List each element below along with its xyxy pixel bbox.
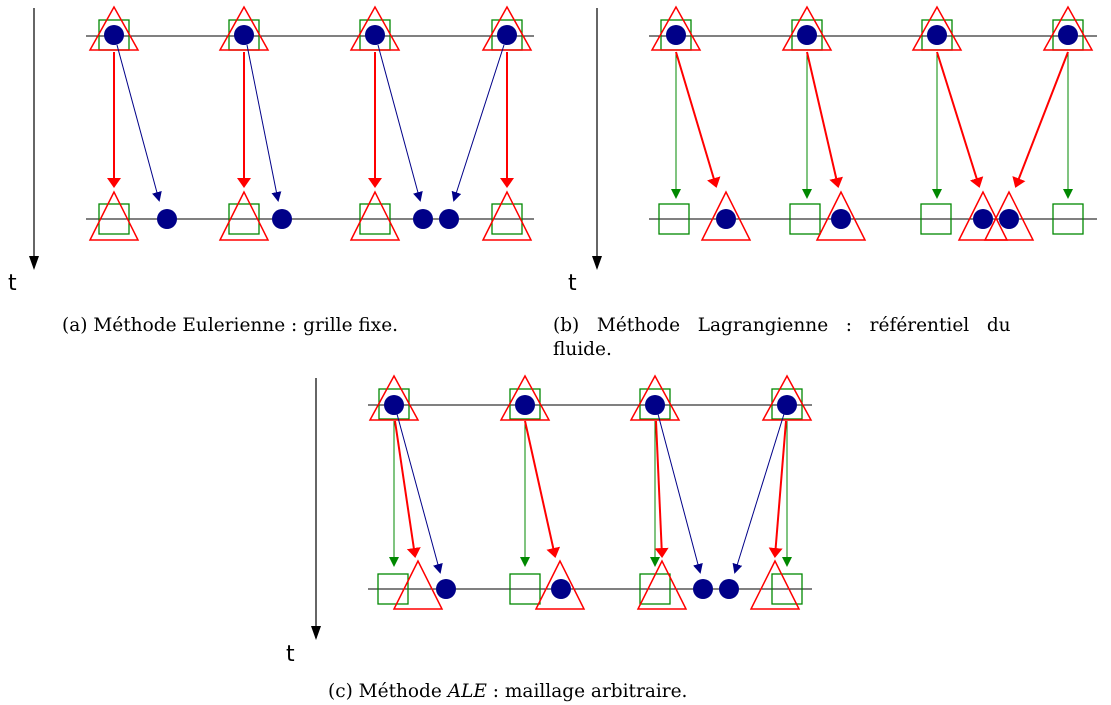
- caption-c-ale: ALE: [446, 681, 488, 702]
- time-axis-label: t: [286, 642, 295, 667]
- caption-c: (c) Méthode ALE : maillage arbitraire.: [328, 681, 687, 702]
- bottom-nodes: [88, 190, 533, 241]
- bottom-nodes: [658, 190, 1084, 241]
- motion-arrows: [389, 413, 792, 574]
- time-axis-label: t: [568, 271, 577, 296]
- top-nodes: [650, 5, 1094, 51]
- panel-a-eulerian: t: [8, 5, 534, 336]
- motion-arrows: [671, 51, 1073, 199]
- top-nodes: [368, 374, 813, 421]
- top-nodes: [88, 5, 533, 51]
- caption-a: (a) Méthode Eulerienne : grille fixe.: [62, 315, 398, 336]
- caption-b-line1: (b) Méthode Lagrangienne : référentiel d…: [553, 315, 1011, 336]
- motion-arrows: [107, 44, 514, 202]
- panel-c-ale: t: [286, 374, 813, 702]
- caption-b-line2: fluide.: [553, 339, 612, 360]
- caption-c-prefix: (c) Méthode: [328, 681, 448, 702]
- time-axis-label: t: [8, 271, 17, 296]
- panel-b-lagrangian: t: [553, 5, 1097, 360]
- bottom-nodes: [377, 559, 803, 610]
- caption-c-suffix: : maillage arbitraire.: [487, 681, 688, 702]
